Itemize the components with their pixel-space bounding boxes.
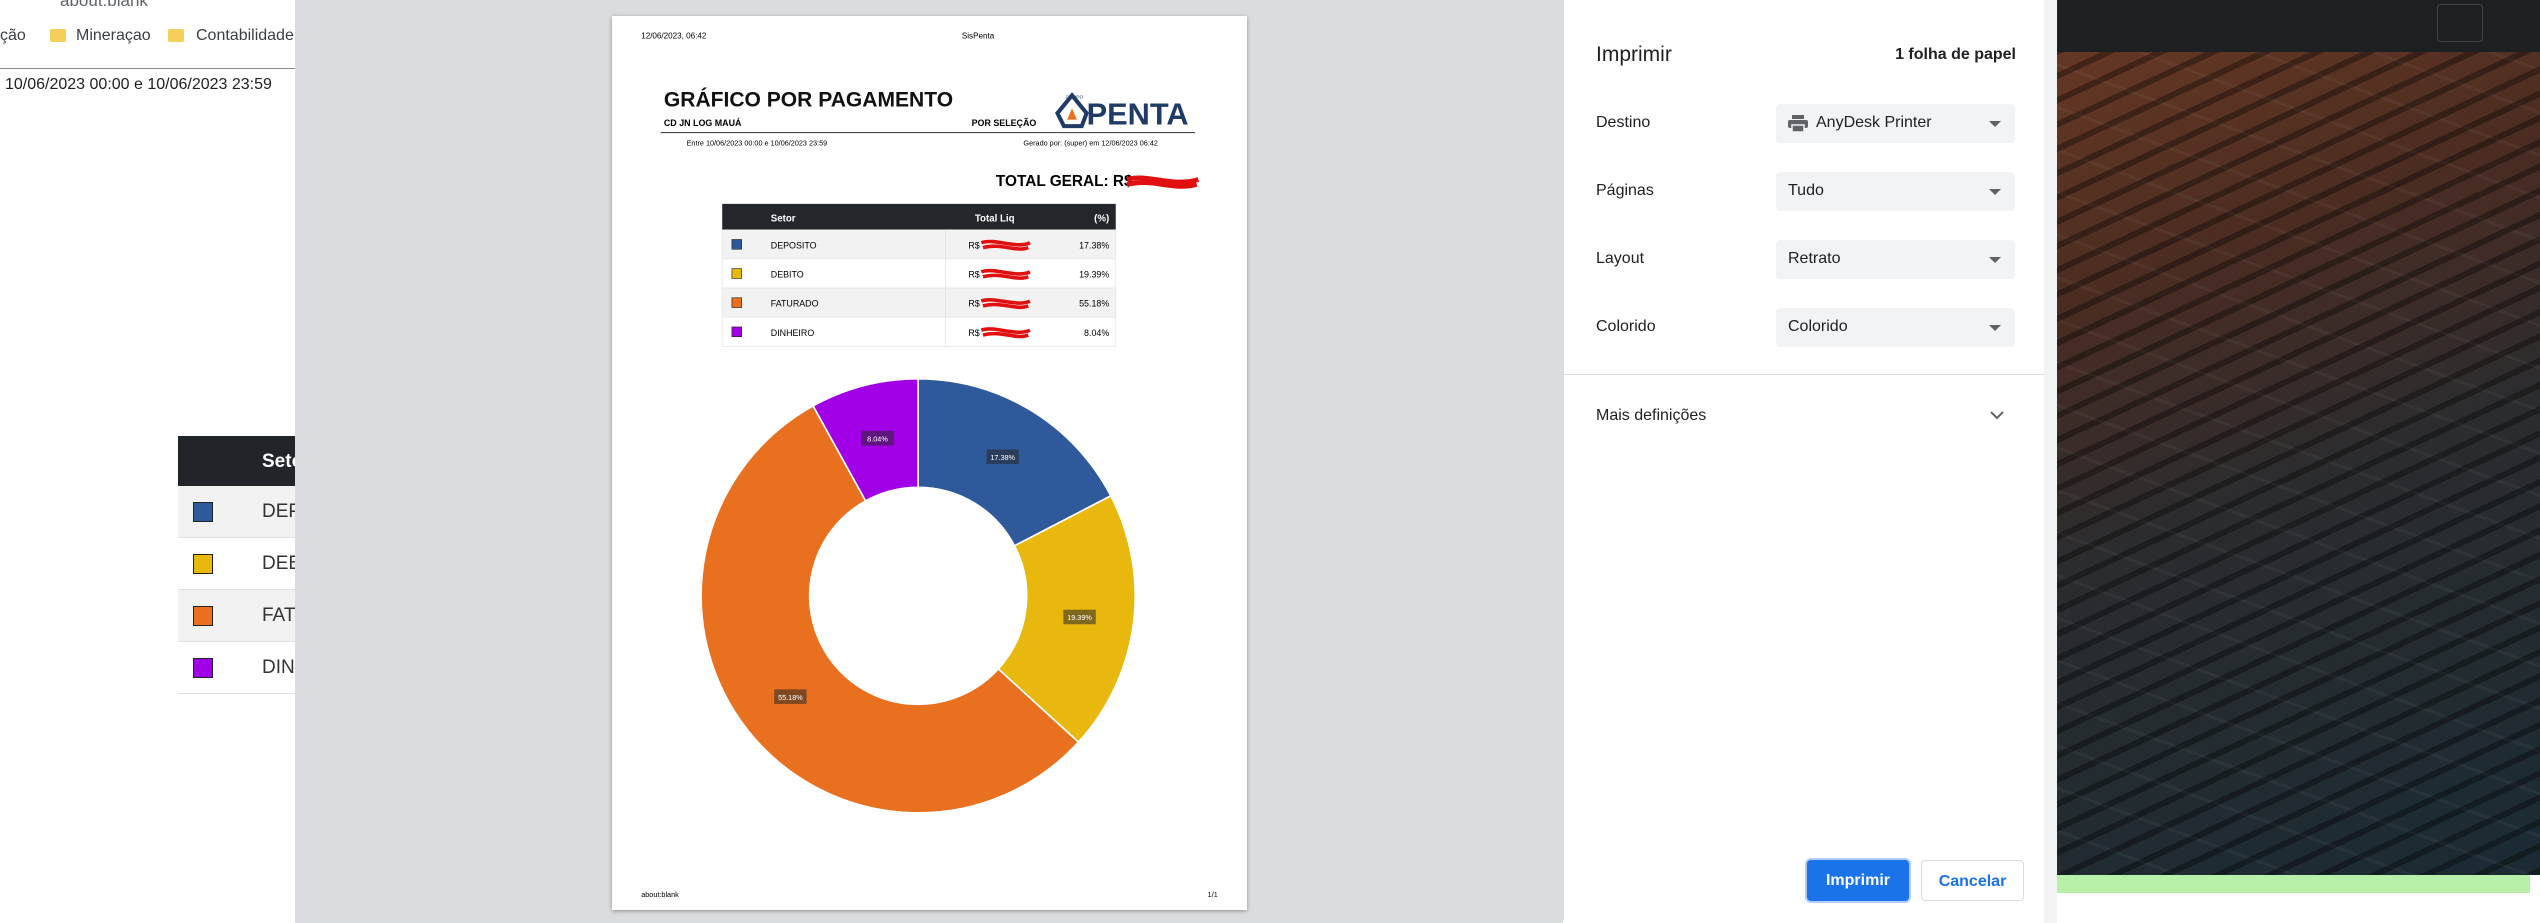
color-swatch: [193, 554, 213, 574]
select-value: Colorido: [1788, 318, 1848, 335]
table-row: [721, 229, 1117, 260]
table-body: DEPOSITO R$ 17.38% DEBITO R$ 19.39% FATURADO R$…: [721, 229, 1117, 347]
cancel-button[interactable]: Cancelar: [1921, 860, 2024, 901]
layout-select[interactable]: Retrato: [1776, 240, 2015, 279]
label-box: [1063, 609, 1096, 625]
sheet-count: 1 folha de papel: [1895, 46, 2016, 63]
select-value: Retrato: [1788, 250, 1841, 267]
page-header-date: 12/06/2023, 06:42: [641, 32, 707, 41]
navbar: [2057, 0, 2540, 52]
bookmark[interactable]: ção: [0, 27, 26, 44]
report-title: GRÁFICO POR PAGAMENTO: [664, 89, 953, 112]
color-swatch: [731, 239, 742, 250]
redaction: [1126, 175, 1200, 189]
label-box: [986, 449, 1019, 464]
sector-name: DEP: [262, 501, 302, 522]
report-generated: Gerado por: (super) em 12/06/2023 06:42: [1023, 139, 1158, 148]
sector-name: FATURADO: [771, 299, 819, 309]
menu-button[interactable]: [2437, 4, 2483, 42]
folder-icon: [50, 29, 66, 42]
header-cell: Seto: [262, 451, 304, 472]
page-footer-url: about:blank: [641, 890, 679, 899]
currency: R$: [968, 299, 979, 309]
page-number: 1/1: [1208, 890, 1218, 899]
table-row: [721, 316, 1117, 347]
currency: R$: [968, 328, 979, 338]
color-swatch: [731, 297, 742, 308]
field-label: Layout: [1596, 250, 1645, 267]
expand-icon[interactable]: [1990, 410, 2004, 420]
dialog-title: Imprimir: [1596, 43, 1672, 66]
total-label: TOTAL GERAL: R$: [996, 173, 1133, 190]
progress-strip: [2057, 875, 2530, 893]
report-subtitle: CD JN LOG MAUÁ: [664, 118, 742, 128]
destination-select[interactable]: AnyDesk Printer: [1776, 104, 2015, 143]
sector-name: DEBITO: [771, 270, 804, 280]
redaction: [980, 239, 1031, 251]
redaction: [980, 268, 1031, 280]
field-label: Páginas: [1596, 182, 1654, 199]
printer-icon: [1788, 115, 1808, 132]
field-label: Colorido: [1596, 318, 1656, 335]
gutter: [2044, 0, 2057, 923]
percent: 55.18%: [1079, 299, 1109, 309]
table-row: [721, 287, 1117, 318]
sector-name: DIN: [262, 657, 295, 678]
label-box: [861, 430, 894, 446]
more-settings[interactable]: Mais definições: [1596, 407, 1707, 424]
column-header: Total Liq: [975, 214, 1015, 225]
table-header: [722, 203, 1116, 230]
percent: 8.04%: [1084, 328, 1109, 338]
color-swatch: [731, 326, 742, 337]
donut-slice: [700, 404, 1080, 814]
color-swatch: [193, 606, 213, 626]
color-select[interactable]: Colorido: [1776, 308, 2015, 347]
url[interactable]: about:blank: [60, 0, 148, 10]
currency: R$: [968, 240, 979, 250]
select-value: AnyDesk Printer: [1816, 114, 1932, 131]
logo-icon: [1055, 92, 1089, 129]
value-label: 55.18%: [778, 693, 803, 702]
sector-name: DEPOSITO: [771, 240, 817, 250]
percent: 19.39%: [1079, 270, 1109, 280]
divider: [1564, 374, 2045, 375]
date-range: 10/06/2023 00:00 e 10/06/2023 23:59: [5, 76, 272, 93]
report-selection: POR SELEÇÃO: [972, 118, 1037, 128]
logo-text: PENTA: [1087, 97, 1189, 132]
table-row: [721, 258, 1117, 289]
column-header: Setor: [771, 214, 796, 225]
report-range: Entre 10/06/2023 00:00 e 10/06/2023 23:5…: [687, 139, 828, 148]
column-header: (%): [1094, 214, 1109, 225]
label-box: [774, 689, 807, 704]
redaction: [980, 327, 1031, 339]
logo-group: GRUPO: [1066, 95, 1084, 101]
logo-icon: [1067, 108, 1077, 120]
color-swatch: [193, 502, 213, 522]
value-label: 8.04%: [867, 434, 888, 443]
bookmark[interactable]: Mineraçao: [76, 27, 151, 44]
percent: 17.38%: [1079, 240, 1109, 250]
sector-name: DINHEIRO: [771, 328, 815, 338]
folder-icon: [168, 29, 184, 42]
bookmark[interactable]: Contabilidade: [196, 27, 294, 44]
divider: [0, 68, 300, 69]
redaction: [980, 298, 1031, 310]
preview-page: 12/06/2023, 06:42 SisPenta GRÁFICO POR P…: [612, 16, 1247, 910]
value-label: 17.38%: [990, 453, 1015, 462]
donut-chart: 17.38% 19.39% 55.18% 8.04%: [700, 377, 1136, 814]
page-header-app: SisPenta: [962, 32, 995, 41]
value-label: 19.39%: [1067, 613, 1092, 622]
pages-select[interactable]: Tudo: [1776, 172, 2015, 211]
print-dialog: Imprimir 1 folha de papel Destino AnyDes…: [1563, 0, 2045, 920]
background-image: [2057, 0, 2540, 875]
sector-name: DEB: [262, 553, 302, 574]
color-swatch: [193, 658, 213, 678]
color-swatch: [731, 268, 742, 279]
address-bar: about:blank: [0, 0, 295, 14]
select-value: Tudo: [1788, 182, 1824, 199]
currency: R$: [968, 270, 979, 280]
print-button[interactable]: Imprimir: [1807, 860, 1909, 901]
field-label: Destino: [1596, 114, 1651, 131]
